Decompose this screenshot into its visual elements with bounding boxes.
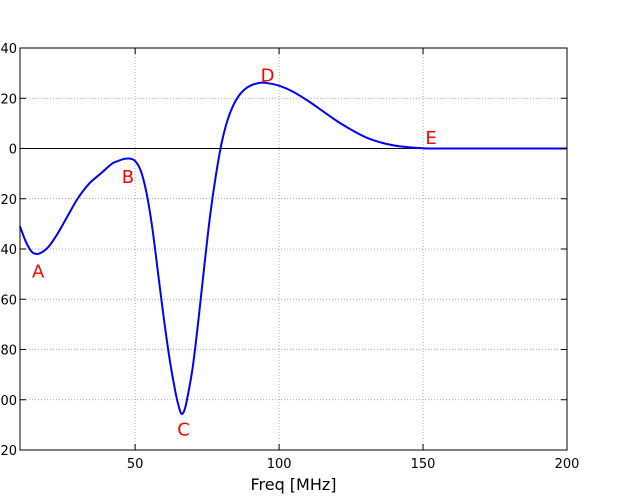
point-label-d: D [261,65,275,86]
series-line [19,81,567,415]
y-tick-label: 20 [0,92,17,107]
y-tick-label: 0 [9,143,17,158]
y-tick-label: -120 [0,444,17,459]
point-annotations: A B C D E [32,65,437,440]
grid-lines [20,48,567,450]
point-label-e: E [425,128,436,149]
point-label-a: A [32,261,45,282]
y-tick-label: -80 [0,344,17,359]
axis-ticks [20,47,568,451]
x-axis-label: Freq [MHz] [250,475,336,494]
y-tick-label: -20 [0,193,17,208]
x-tick-label: 150 [411,457,436,472]
x-tick-label: 50 [127,457,144,472]
y-tick-label: 40 [0,42,17,57]
point-label-b: B [122,167,134,188]
point-label-c: C [177,420,190,441]
y-tick-label: -100 [0,394,17,409]
x-tick-label: 200 [555,457,580,472]
x-tick-label: 100 [267,457,292,472]
y-tick-label: -40 [0,243,17,258]
y-tick-label: -60 [0,293,17,308]
